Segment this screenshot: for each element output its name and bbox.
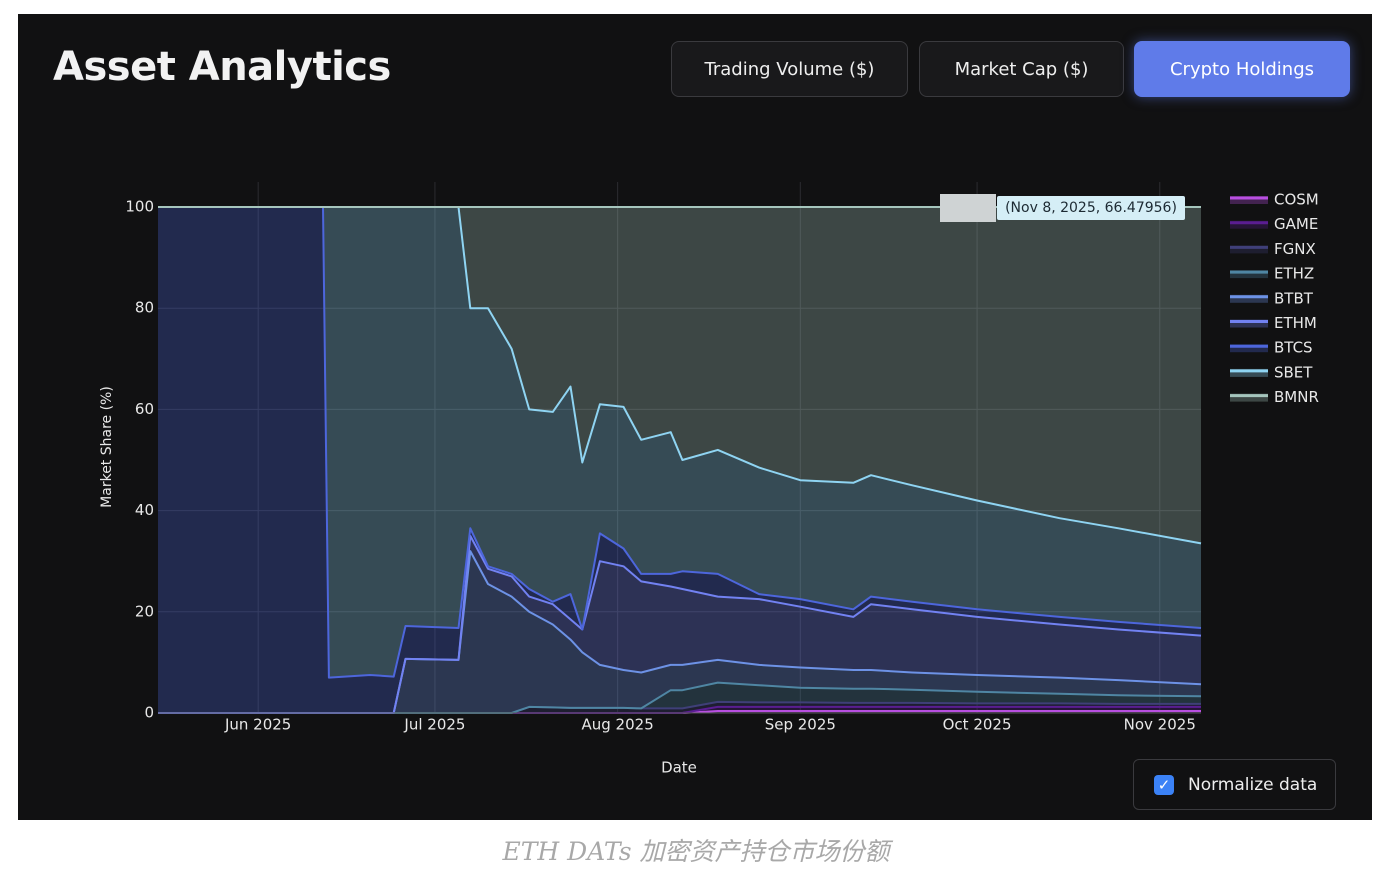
legend-swatch-bg	[1230, 294, 1268, 303]
area	[158, 207, 1201, 544]
lines	[158, 206, 1202, 714]
panel: Asset Analytics Trading Volume ($) Marke…	[18, 14, 1372, 820]
legend-label: BTBT	[1274, 289, 1314, 307]
y-tick-label: 20	[135, 602, 154, 620]
x-tick-label: Jun 2025	[224, 716, 291, 734]
area	[158, 551, 1201, 713]
caption: ETH DATs 加密资产持仓市场份额	[502, 837, 890, 866]
legend-label: BTCS	[1274, 339, 1313, 357]
x-tick-label: Aug 2025	[582, 716, 654, 734]
normalize-toggle[interactable]: ✓ Normalize data	[1133, 759, 1336, 810]
legend-swatch-bg	[1230, 344, 1268, 353]
area	[158, 207, 1201, 678]
legend-swatch-bg	[1230, 393, 1268, 402]
legend-swatch-bg	[1230, 368, 1268, 377]
legend-swatch-bg	[1230, 220, 1268, 229]
legend-label: COSM	[1274, 191, 1319, 209]
tab-button[interactable]: Trading Volume ($)	[671, 41, 908, 97]
x-tick-label: Sep 2025	[765, 716, 836, 734]
checkbox[interactable]: ✓	[1154, 774, 1174, 795]
legend-label: BMNR	[1274, 388, 1319, 406]
legend-label: FGNX	[1274, 240, 1316, 258]
series-line	[158, 534, 1202, 714]
legend-label: ETHM	[1274, 314, 1317, 332]
page-title: Asset Analytics	[53, 44, 391, 90]
legend-label: ETHZ	[1274, 265, 1314, 283]
legend-label: GAME	[1274, 215, 1318, 233]
y-tick-label: 60	[135, 400, 154, 418]
y-tick-label: 100	[125, 198, 154, 216]
tooltip-box	[997, 196, 1185, 220]
x-tick-label: Nov 2025	[1124, 716, 1196, 734]
y-tick-label: 80	[135, 299, 154, 317]
area	[158, 682, 1201, 713]
areas	[158, 207, 1201, 713]
tab-button[interactable]: Market Cap ($)	[919, 41, 1124, 97]
area	[158, 535, 1201, 713]
series-line	[158, 206, 1202, 679]
area	[158, 207, 1201, 713]
checkbox-label: Normalize data	[1188, 774, 1318, 795]
y-tick-label: 0	[144, 704, 154, 722]
legend-label: SBET	[1274, 363, 1313, 381]
tooltip-marker	[940, 194, 996, 222]
x-tick-label: Jul 2025	[403, 716, 465, 734]
area	[158, 701, 1201, 713]
area	[158, 706, 1201, 713]
legend-swatch-bg	[1230, 196, 1268, 204]
x-axis-title: Date	[661, 759, 697, 777]
tab-button[interactable]: Crypto Holdings	[1134, 41, 1350, 97]
legend-swatch-bg	[1230, 319, 1268, 328]
legend-swatch-bg	[1230, 245, 1268, 254]
y-tick-label: 40	[135, 501, 154, 519]
tooltip-text: (Nov 8, 2025, 66.47956)	[1005, 200, 1177, 216]
y-axis-title: Market Share (%)	[99, 386, 115, 508]
x-tick-label: Oct 2025	[943, 716, 1012, 734]
legend-swatch-bg	[1230, 270, 1268, 279]
